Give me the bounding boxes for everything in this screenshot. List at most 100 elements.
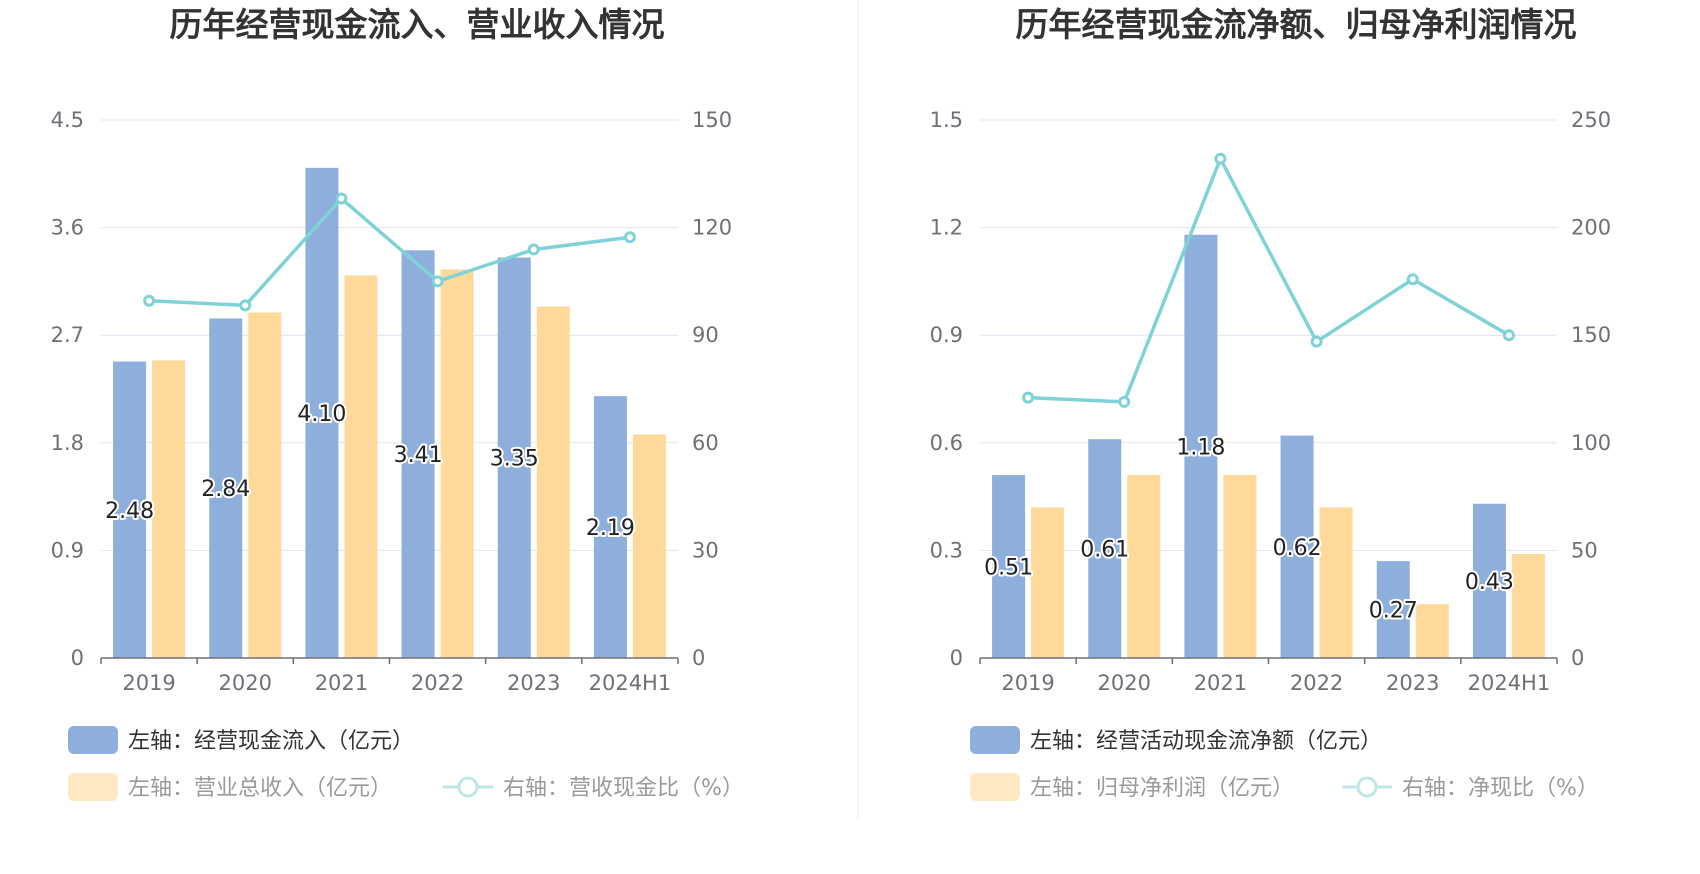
bar-primary-2024H1[interactable] (593, 396, 627, 658)
bar-secondary-2022[interactable] (440, 269, 474, 658)
bar-secondary-2021[interactable] (1223, 475, 1257, 658)
bar-primary-2021[interactable] (1184, 234, 1218, 659)
right-axis-tick-label: 0 (1571, 646, 1584, 670)
right-axis-tick-label: 100 (1571, 431, 1611, 455)
bar-secondary-2022[interactable] (1319, 507, 1353, 658)
left-axis-tick-label: 0 (950, 646, 963, 670)
left-axis-tick-label: 0.3 (930, 538, 963, 562)
bar-primary-2020[interactable] (1088, 439, 1122, 658)
bar-primary-2022[interactable] (1280, 435, 1314, 658)
ratio-point-2019[interactable] (1022, 391, 1035, 404)
bar-primary-2021[interactable] (305, 167, 339, 659)
bar-data-label: 2.19 (586, 516, 635, 541)
left-axis-tick-label: 0.9 (930, 323, 963, 347)
chart-title: 历年经营现金流净额、归母净利润情况 (1016, 5, 1577, 44)
x-axis-category-label: 2019 (1001, 671, 1054, 695)
chart-2: 历年经营现金流净额、归母净利润情况 0 0 0.3 50 0.6 100 0.9 150 1.2 2… (930, 5, 1611, 801)
left-axis-tick-label: 2.7 (51, 323, 84, 347)
chart-title: 历年经营现金流入、营业收入情况 (170, 5, 665, 44)
ratio-point-2024H1[interactable] (623, 231, 636, 244)
left-axis-tick-label: 1.5 (930, 108, 963, 132)
bar-primary-2020[interactable] (209, 318, 243, 658)
ratio-line (148, 196, 631, 308)
bar-secondary-2020[interactable] (1127, 475, 1161, 658)
bar-secondary-2023[interactable] (1415, 604, 1449, 658)
right-axis-tick-label: 150 (692, 108, 732, 132)
bar-secondary-2023[interactable] (536, 306, 570, 658)
bar-data-label: 0.27 (1369, 599, 1418, 624)
right-axis-tick-label: 250 (1571, 108, 1611, 132)
bar-primary-2023[interactable] (497, 257, 531, 658)
bar-secondary-2020[interactable] (248, 312, 282, 658)
ratio-point-2021[interactable] (1214, 152, 1227, 165)
legend-swatch-line-marker (457, 776, 479, 798)
bar-secondary-2024H1[interactable] (1511, 553, 1545, 658)
right-axis-tick-label: 200 (1571, 216, 1611, 240)
legend-swatch-secondary[interactable] (970, 773, 1020, 801)
left-axis-tick-label: 0 (71, 646, 84, 670)
right-axis-tick-label: 60 (692, 431, 719, 455)
x-axis-category-label: 2020 (219, 671, 272, 695)
left-axis-tick-label: 3.6 (51, 216, 84, 240)
left-axis-tick-label: 4.5 (51, 108, 84, 132)
x-axis-category-label: 2020 (1098, 671, 1151, 695)
x-axis-category-label: 2023 (1386, 671, 1439, 695)
legend-label-line: 右轴：净现比（%） (1402, 776, 1599, 801)
right-axis-tick-label: 90 (692, 323, 719, 347)
ratio-point-2022[interactable] (431, 275, 444, 288)
ratio-point-2022[interactable] (1310, 335, 1323, 348)
ratio-line (1028, 156, 1510, 404)
bar-primary-2023[interactable] (1376, 561, 1410, 658)
legend-label-primary: 左轴：经营活动现金流净额（亿元） (1030, 729, 1382, 754)
legend: 左轴：经营活动现金流净额（亿元） 左轴：归母净利润（亿元） 右轴：净现比（%） (970, 726, 1599, 801)
ratio-point-2020[interactable] (1118, 395, 1131, 408)
ratio-point-2019[interactable] (143, 294, 156, 307)
bar-data-label: 3.41 (394, 443, 443, 468)
bar-data-label: 4.10 (297, 402, 346, 427)
bar-data-label: 2.48 (105, 499, 154, 524)
x-axis-category-label: 2022 (411, 671, 464, 695)
left-axis-tick-label: 0.6 (930, 431, 963, 455)
ratio-point-2024H1[interactable] (1502, 329, 1515, 342)
x-axis-category-label: 2021 (1194, 671, 1247, 695)
bar-secondary-2019[interactable] (1031, 507, 1065, 658)
bar-primary-2019[interactable] (992, 475, 1026, 658)
left-axis-tick-label: 1.2 (930, 216, 963, 240)
bar-data-label: 0.43 (1465, 570, 1514, 595)
bar-secondary-2019[interactable] (152, 360, 186, 658)
left-axis-tick-label: 0.9 (51, 538, 84, 562)
right-axis-tick-label: 50 (1571, 538, 1598, 562)
x-axis-category-label: 2023 (507, 671, 560, 695)
legend-label-secondary: 左轴：营业总收入（亿元） (128, 776, 392, 801)
ratio-point-2021[interactable] (335, 192, 348, 205)
bar-secondary-2021[interactable] (344, 275, 378, 658)
legend-swatch-primary[interactable] (970, 726, 1020, 754)
ratio-point-2020[interactable] (239, 299, 252, 312)
bar-secondary-2024H1[interactable] (632, 434, 666, 658)
right-axis-tick-label: 0 (692, 646, 705, 670)
x-axis-category-label: 2022 (1290, 671, 1343, 695)
x-axis-category-label: 2024H1 (589, 671, 672, 695)
bar-primary-2019[interactable] (113, 361, 147, 658)
bar-primary-2024H1[interactable] (1472, 503, 1506, 658)
bar-data-label: 0.51 (984, 556, 1033, 581)
bar-data-label: 3.35 (490, 447, 539, 472)
chart-1: 历年经营现金流入、营业收入情况 0 0 0.9 30 1.8 60 2.7 90 3.6 120 4.… (51, 5, 744, 801)
right-axis-tick-label: 120 (692, 216, 732, 240)
legend: 左轴：经营现金流入（亿元） 左轴：营业总收入（亿元） 右轴：营收现金比（%） (68, 726, 744, 801)
bar-primary-2022[interactable] (401, 250, 435, 658)
legend-swatch-secondary[interactable] (68, 773, 118, 801)
ratio-point-2023[interactable] (527, 243, 540, 256)
right-axis-tick-label: 150 (1571, 323, 1611, 347)
bar-data-label: 1.18 (1176, 435, 1225, 460)
ratio-point-2023[interactable] (1406, 273, 1419, 286)
x-axis-category-label: 2019 (122, 671, 175, 695)
bar-data-label: 2.84 (201, 477, 250, 502)
bar-data-label: 0.62 (1273, 536, 1322, 561)
legend-label-line: 右轴：营收现金比（%） (503, 776, 744, 801)
legend-swatch-primary[interactable] (68, 726, 118, 754)
right-axis-tick-label: 30 (692, 538, 719, 562)
x-axis-category-label: 2024H1 (1468, 671, 1551, 695)
